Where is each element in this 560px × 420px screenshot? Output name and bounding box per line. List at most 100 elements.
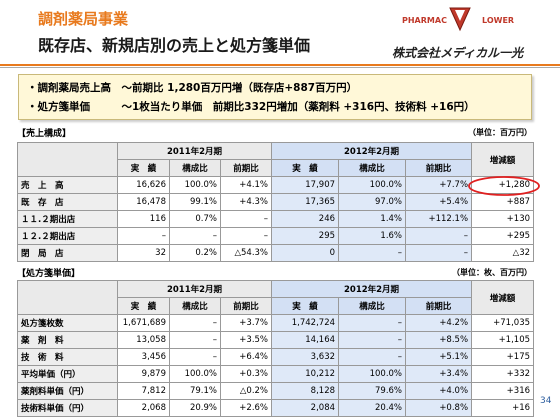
- table-cell: 13,058: [117, 331, 170, 349]
- table-cell: –: [219, 227, 273, 245]
- header-rule: [0, 67, 560, 68]
- table-cell: 1,671,689: [117, 314, 170, 332]
- table-cell: +16: [471, 399, 535, 417]
- row-label: 薬 剤 料: [17, 331, 118, 349]
- table-cell: 116: [117, 210, 170, 228]
- table-cell: 1,742,724: [271, 314, 340, 332]
- table-cell: –: [338, 244, 407, 262]
- table-cell: +71,035: [471, 314, 535, 332]
- table-cell: +4.3%: [219, 193, 273, 211]
- section-label: 【処方箋単価】: [17, 269, 81, 279]
- data-table: 2011年2月期 2012年2月期 増減額実 績構成比 前期比実 績構成比 前期比 処方箋…: [17, 280, 535, 417]
- table-cell: +0.3%: [219, 365, 273, 383]
- table-row: 売 上 高 16,626 100.0% +4.1% 17,907 100.0% +7.7% +…: [17, 176, 535, 194]
- column-header: 前期比: [219, 159, 273, 177]
- row-label: 売 上 高: [17, 176, 118, 194]
- column-header: 実 績: [271, 159, 340, 177]
- table-cell: –: [169, 348, 221, 366]
- table-cell: +0.8%: [405, 399, 473, 417]
- table-row: 薬 剤 料 13,058– +3.5% 14,164– +8.5% +1,105: [17, 331, 535, 349]
- table-cell: 16,478: [117, 193, 170, 211]
- table-cell: 14,164: [271, 331, 340, 349]
- table-cell: 10,212: [271, 365, 340, 383]
- column-header: 実 績: [117, 159, 170, 177]
- column-header: 前期比: [405, 297, 473, 315]
- table-cell: +316: [471, 382, 535, 400]
- column-header: 実 績: [117, 297, 170, 315]
- table-row: 技術料単価（円） 2,068 20.9% +2.6% 2,084 20.4% +0.8% +1…: [17, 399, 535, 417]
- column-header: 構成比: [338, 159, 407, 177]
- table-row: １２.２期出店 – – –295 1.6% – +295: [17, 227, 535, 245]
- table-cell: +112.1%: [405, 210, 473, 228]
- table-cell: –: [169, 314, 221, 332]
- column-header: 構成比: [169, 297, 221, 315]
- table-cell: 8,128: [271, 382, 340, 400]
- table-cell: 17,907: [271, 176, 340, 194]
- section-category: 調剤薬局事業: [38, 10, 129, 28]
- summary-line: ・処方箋単価 ～1枚当たり単価 前期比332円増加（薬剤料 +316円、技術料 …: [27, 101, 475, 113]
- table-cell: +7.7%: [405, 176, 473, 194]
- group-header: 2011年2月期: [116, 142, 273, 160]
- corner-cell: [17, 280, 118, 315]
- company-name: 株式会社メディカル一光: [392, 46, 524, 60]
- table-cell: +4.2%: [405, 314, 473, 332]
- logo-icon: [449, 7, 471, 32]
- table-cell: 0: [271, 244, 340, 262]
- table-row: 既 存 店 16,478 99.1% +4.3% 17,365 97.0% +5.4% +88…: [17, 193, 535, 211]
- table-cell: –: [219, 210, 273, 228]
- column-header: 前期比: [405, 159, 473, 177]
- table-cell: 100.0%: [169, 365, 221, 383]
- table-cell: 97.0%: [338, 193, 407, 211]
- row-label: 薬剤料単価（円）: [17, 382, 118, 400]
- table-cell: △32: [471, 244, 535, 262]
- unit-label: （単位：百万円）: [468, 128, 532, 137]
- table-cell: +175: [471, 348, 535, 366]
- section-label: 【売上構成】: [17, 129, 72, 139]
- table-cell: +6.4%: [219, 348, 273, 366]
- table-cell: –: [117, 227, 170, 245]
- table-cell: 100.0%: [169, 176, 221, 194]
- change-header: 増減額: [471, 142, 535, 177]
- header-row: 2011年2月期 2012年2月期 増減額: [17, 280, 535, 315]
- column-header: 構成比: [169, 159, 221, 177]
- table-cell: 100.0%: [338, 365, 407, 383]
- header-row: 実 績構成比 前期比実 績構成比 前期比: [18, 297, 534, 315]
- row-label: １２.２期出店: [17, 227, 118, 245]
- table-cell: –: [169, 331, 221, 349]
- table-cell: 3,632: [271, 348, 340, 366]
- table-cell: 3,456: [117, 348, 170, 366]
- table-row: 平均単価（円） 9,879 100.0% +0.3% 10,212 100.0% +3.4%…: [17, 365, 535, 383]
- table-cell: △0.2%: [219, 382, 273, 400]
- row-label: 既 存 店: [17, 193, 118, 211]
- table-cell: 1.4%: [338, 210, 407, 228]
- table-cell: 1.6%: [338, 227, 407, 245]
- row-label: 技術料単価（円）: [17, 399, 118, 417]
- table-cell: +332: [471, 365, 535, 383]
- table-cell: –: [338, 348, 407, 366]
- table-cell: 17,365: [271, 193, 340, 211]
- table-row: 閉 局 店 32 0.2% △54.3% 0– – △32: [17, 244, 535, 262]
- unit-label: （単位：枚、百万円）: [452, 268, 532, 277]
- table-cell: +1,105: [471, 331, 535, 349]
- header-row: 2011年2月期 2012年2月期 増減額: [17, 142, 535, 177]
- column-header: 実 績: [271, 297, 340, 315]
- table-cell: +130: [471, 210, 535, 228]
- table-cell: +3.4%: [405, 365, 473, 383]
- summary-line: ・調剤薬局売上高 ～前期比 1,280百万円増（既存店+887百万円）: [27, 82, 358, 94]
- slide-title: 既存店、新規店別の売上と処方箋単価: [38, 36, 311, 55]
- table-cell: +8.5%: [405, 331, 473, 349]
- table-cell: 2,084: [271, 399, 340, 417]
- table-cell: +5.1%: [405, 348, 473, 366]
- row-label: 閉 局 店: [17, 244, 118, 262]
- logo-text: LOWER: [482, 16, 515, 25]
- table-cell: –: [338, 331, 407, 349]
- table-cell: 32: [117, 244, 170, 262]
- table-row: 処方箋枚数 1,671,689– +3.7% 1,742,724– +4.2% +71,0…: [17, 314, 535, 332]
- row-label: 技 術 料: [17, 348, 118, 366]
- corner-cell: [17, 142, 118, 177]
- table-row: 薬剤料単価（円） 7,812 79.1% △0.2% 8,128 79.6% +4.0% +3…: [17, 382, 535, 400]
- page-number: 34: [540, 396, 552, 406]
- table-cell: +3.5%: [219, 331, 273, 349]
- table-cell: +5.4%: [405, 193, 473, 211]
